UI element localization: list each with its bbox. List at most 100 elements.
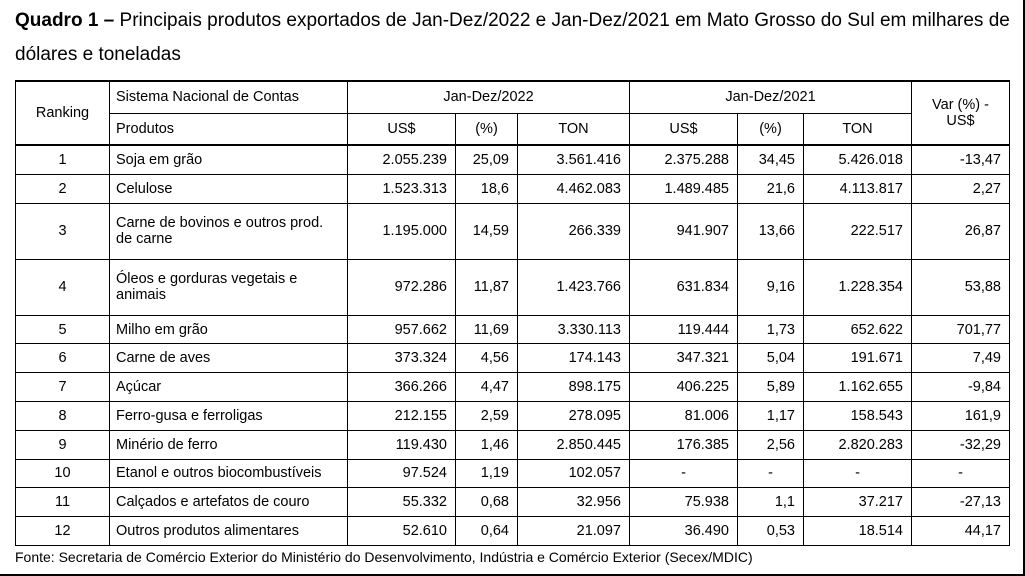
header-produtos: Produtos bbox=[109, 112, 348, 146]
cell-ranking: 10 bbox=[15, 458, 110, 489]
source-note: Fonte: Secretaria de Comércio Exterior d… bbox=[15, 549, 753, 565]
cell-produto: Soja em grão bbox=[109, 144, 348, 176]
cell-produto: Carne de bovinos e outros prod. de carne bbox=[109, 202, 348, 260]
cell-ton-2022: 32.956 bbox=[517, 487, 630, 518]
cell-usd-2022: 972.286 bbox=[347, 258, 456, 316]
cell-ranking: 6 bbox=[15, 343, 110, 374]
cell-ton-2021: 191.671 bbox=[803, 343, 912, 374]
table-row: 6 Carne de aves 373.324 4,56 174.143 347… bbox=[15, 343, 1010, 374]
table-title: Quadro 1 – Principais produtos exportado… bbox=[15, 4, 1015, 72]
table-row: 7 Açúcar 366.266 4,47 898.175 406.225 5,… bbox=[15, 372, 1010, 402]
table-row: 3 Carne de bovinos e outros prod. de car… bbox=[15, 202, 1010, 260]
cell-pct-2021: 9,16 bbox=[737, 258, 804, 316]
cell-ranking: 1 bbox=[15, 144, 110, 176]
cell-produto: Minério de ferro bbox=[109, 429, 348, 460]
cell-produto: Açúcar bbox=[109, 372, 348, 402]
table-row: 12 Outros produtos alimentares 52.610 0,… bbox=[15, 516, 1010, 546]
cell-var: 44,17 bbox=[911, 516, 1010, 546]
bottom-border-line bbox=[0, 574, 1025, 576]
cell-var: - bbox=[911, 458, 1010, 489]
cell-pct-2022: 0,64 bbox=[455, 516, 518, 546]
cell-ton-2021: 5.426.018 bbox=[803, 144, 912, 176]
cell-produto: Etanol e outros biocombustíveis bbox=[109, 458, 348, 489]
table-row: 1 Soja em grão 2.055.239 25,09 3.561.416… bbox=[15, 144, 1010, 176]
cell-ton-2022: 1.423.766 bbox=[517, 258, 630, 316]
cell-pct-2022: 25,09 bbox=[455, 144, 518, 176]
header-var: Var (%) - US$ bbox=[911, 80, 1010, 146]
cell-var: -13,47 bbox=[911, 144, 1010, 176]
cell-ton-2022: 3.330.113 bbox=[517, 314, 630, 345]
cell-var: -32,29 bbox=[911, 429, 1010, 460]
cell-pct-2021: 21,6 bbox=[737, 174, 804, 204]
cell-ton-2021: 222.517 bbox=[803, 202, 912, 260]
cell-ton-2021: 4.113.817 bbox=[803, 174, 912, 204]
cell-usd-2021: 81.006 bbox=[629, 401, 738, 431]
cell-ton-2022: 21.097 bbox=[517, 516, 630, 546]
cell-pct-2022: 2,59 bbox=[455, 401, 518, 431]
cell-usd-2022: 55.332 bbox=[347, 487, 456, 518]
header-row-2: Produtos US$ (%) TON US$ (%) TON bbox=[16, 112, 1010, 146]
cell-ranking: 12 bbox=[15, 516, 110, 546]
header-pct-2021: (%) bbox=[737, 112, 804, 146]
table-row: 2 Celulose 1.523.313 18,6 4.462.083 1.48… bbox=[15, 174, 1010, 204]
cell-produto: Óleos e gorduras vegetais e animais bbox=[109, 258, 348, 316]
cell-ton-2022: 278.095 bbox=[517, 401, 630, 431]
cell-ranking: 3 bbox=[15, 202, 110, 260]
cell-usd-2021: 75.938 bbox=[629, 487, 738, 518]
cell-pct-2021: 2,56 bbox=[737, 429, 804, 460]
cell-ton-2021: 652.622 bbox=[803, 314, 912, 345]
cell-usd-2022: 119.430 bbox=[347, 429, 456, 460]
cell-pct-2021: 1,17 bbox=[737, 401, 804, 431]
cell-usd-2022: 1.523.313 bbox=[347, 174, 456, 204]
table-row: 10 Etanol e outros biocombustíveis 97.52… bbox=[15, 458, 1010, 489]
cell-usd-2022: 2.055.239 bbox=[347, 144, 456, 176]
cell-produto: Ferro-gusa e ferroligas bbox=[109, 401, 348, 431]
cell-usd-2021: 36.490 bbox=[629, 516, 738, 546]
cell-ranking: 11 bbox=[15, 487, 110, 518]
cell-ranking: 8 bbox=[15, 401, 110, 431]
right-border-line bbox=[1023, 0, 1025, 576]
cell-produto: Calçados e artefatos de couro bbox=[109, 487, 348, 518]
cell-ton-2021: 1.228.354 bbox=[803, 258, 912, 316]
cell-pct-2022: 0,68 bbox=[455, 487, 518, 518]
cell-usd-2022: 366.266 bbox=[347, 372, 456, 402]
header-usd-2022: US$ bbox=[347, 112, 456, 146]
cell-ton-2022: 3.561.416 bbox=[517, 144, 630, 176]
cell-ranking: 5 bbox=[15, 314, 110, 345]
cell-pct-2022: 18,6 bbox=[455, 174, 518, 204]
cell-usd-2022: 373.324 bbox=[347, 343, 456, 374]
cell-produto: Carne de aves bbox=[109, 343, 348, 374]
cell-pct-2021: 0,53 bbox=[737, 516, 804, 546]
header-row-1: Ranking Sistema Nacional de Contas Jan-D… bbox=[15, 80, 1010, 146]
cell-pct-2022: 11,87 bbox=[455, 258, 518, 316]
header-ton-2022: TON bbox=[517, 112, 630, 146]
cell-pct-2022: 4,56 bbox=[455, 343, 518, 374]
cell-ton-2021: 158.543 bbox=[803, 401, 912, 431]
cell-pct-2022: 11,69 bbox=[455, 314, 518, 345]
cell-ton-2021: 37.217 bbox=[803, 487, 912, 518]
cell-ton-2021: 2.820.283 bbox=[803, 429, 912, 460]
cell-ton-2021: 18.514 bbox=[803, 516, 912, 546]
cell-usd-2021: 119.444 bbox=[629, 314, 738, 345]
cell-var: -9,84 bbox=[911, 372, 1010, 402]
cell-usd-2021: 347.321 bbox=[629, 343, 738, 374]
cell-usd-2021: 406.225 bbox=[629, 372, 738, 402]
cell-usd-2021: 941.907 bbox=[629, 202, 738, 260]
cell-pct-2021: 13,66 bbox=[737, 202, 804, 260]
cell-pct-2022: 1,46 bbox=[455, 429, 518, 460]
header-ton-2021: TON bbox=[803, 112, 912, 146]
cell-ton-2022: 174.143 bbox=[517, 343, 630, 374]
cell-var: 53,88 bbox=[911, 258, 1010, 316]
cell-pct-2022: 1,19 bbox=[455, 458, 518, 489]
cell-ton-2022: 2.850.445 bbox=[517, 429, 630, 460]
table-row: 9 Minério de ferro 119.430 1,46 2.850.44… bbox=[15, 429, 1010, 460]
cell-ton-2021: - bbox=[803, 458, 912, 489]
cell-var: 701,77 bbox=[911, 314, 1010, 345]
cell-usd-2022: 97.524 bbox=[347, 458, 456, 489]
cell-usd-2021: 2.375.288 bbox=[629, 144, 738, 176]
cell-ton-2022: 4.462.083 bbox=[517, 174, 630, 204]
cell-pct-2021: 5,89 bbox=[737, 372, 804, 402]
cell-usd-2021: - bbox=[629, 458, 738, 489]
header-sistema: Sistema Nacional de Contas bbox=[109, 80, 348, 114]
cell-pct-2021: - bbox=[737, 458, 804, 489]
